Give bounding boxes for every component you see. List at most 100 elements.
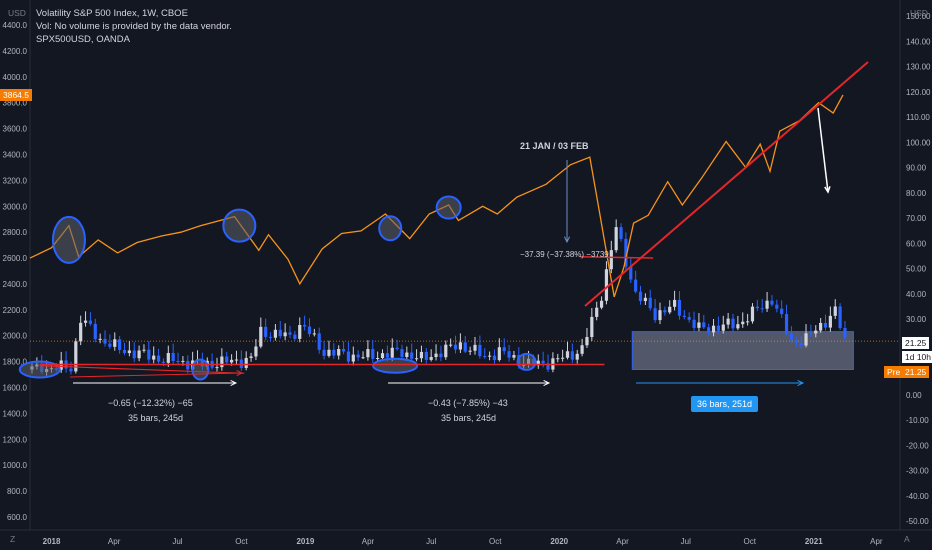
candle-body bbox=[536, 360, 540, 366]
left-axis-tick: 3600.0 bbox=[3, 125, 28, 134]
candle-body bbox=[424, 351, 428, 360]
bar-countdown-tag: 1d 10h bbox=[902, 351, 932, 363]
drop-measure-label: −37.39 (−37.38%) −3739 bbox=[520, 250, 609, 259]
candle-body bbox=[341, 349, 346, 352]
vix-candles bbox=[30, 219, 847, 376]
right-axis-tick: 60.00 bbox=[906, 239, 927, 248]
candle-body bbox=[658, 310, 662, 321]
x-axis-tick: Jul bbox=[172, 537, 182, 546]
candle-body bbox=[79, 322, 83, 342]
right-axis-auto-toggle[interactable]: A bbox=[904, 534, 910, 544]
x-axis-tick: Jul bbox=[426, 537, 436, 546]
candle-body bbox=[103, 338, 107, 344]
vix-price-tag: 21.25 bbox=[902, 337, 930, 349]
right-axis-unit: USD bbox=[910, 8, 928, 18]
candle-body bbox=[565, 351, 570, 358]
candle-body bbox=[541, 360, 545, 364]
highlight-ellipse bbox=[378, 215, 403, 242]
candle-body bbox=[736, 324, 740, 329]
left-axis-tick: 2000.0 bbox=[3, 332, 28, 341]
legend-overlay[interactable]: SPX500USD, OANDA bbox=[36, 34, 130, 45]
candle-body bbox=[765, 300, 769, 309]
candle-body bbox=[434, 353, 438, 358]
chart-legend: Volatility S&P 500 Index, 1W, CBOE Vol: … bbox=[36, 7, 232, 46]
candle-body bbox=[629, 266, 633, 280]
left-axis-scale-toggle[interactable]: Z bbox=[10, 534, 16, 544]
candle-body bbox=[293, 334, 297, 339]
candle-body bbox=[707, 327, 711, 333]
candle-body bbox=[93, 323, 97, 340]
candle-body bbox=[570, 351, 574, 360]
candle-body bbox=[132, 350, 136, 359]
candle-body bbox=[346, 351, 351, 362]
candle-body bbox=[750, 306, 755, 322]
right-axis-tick: -50.00 bbox=[906, 517, 929, 526]
left-axis-tick: 3200.0 bbox=[3, 176, 28, 185]
x-axis-tick: Apr bbox=[870, 537, 883, 546]
candle-body bbox=[127, 350, 131, 354]
candle-body bbox=[716, 325, 721, 331]
left-axis-tick: 4400.0 bbox=[3, 21, 28, 30]
candle-body bbox=[755, 306, 759, 309]
highlight-ellipse bbox=[516, 352, 537, 371]
right-axis-tick: 80.00 bbox=[906, 189, 927, 198]
right-axis-tick: 50.00 bbox=[906, 265, 927, 274]
candle-body bbox=[711, 325, 716, 333]
candle-body bbox=[488, 355, 492, 357]
candle-body bbox=[614, 227, 618, 251]
candle-body bbox=[653, 308, 657, 321]
candle-body bbox=[556, 358, 560, 360]
left-axis-tick: 1200.0 bbox=[3, 435, 28, 444]
legend-title[interactable]: Volatility S&P 500 Index, 1W, CBOE bbox=[36, 8, 188, 19]
candle-body bbox=[843, 327, 847, 338]
candle-body bbox=[624, 238, 628, 267]
premarket-value-tag: 21.25 bbox=[902, 366, 930, 378]
right-axis-tick: 150.00 bbox=[906, 12, 931, 21]
candle-body bbox=[278, 329, 282, 337]
left-axis-tick: 800.0 bbox=[7, 487, 28, 496]
left-axis-tick: 4000.0 bbox=[3, 73, 28, 82]
spx-layer bbox=[29, 94, 844, 298]
right-axis-tick: 40.00 bbox=[906, 290, 927, 299]
candle-body bbox=[298, 324, 302, 339]
candle-body bbox=[580, 345, 584, 354]
candle-body bbox=[784, 314, 789, 334]
drawings bbox=[18, 61, 869, 387]
right-axis-tick: -10.00 bbox=[906, 416, 929, 425]
candle-body bbox=[351, 354, 355, 362]
x-axis-tick: Oct bbox=[489, 537, 502, 546]
right-axis-tick: 100.00 bbox=[906, 138, 931, 147]
candle-body bbox=[273, 329, 278, 338]
candle-body bbox=[122, 349, 127, 354]
candle-body bbox=[804, 333, 808, 346]
highlight-ellipse bbox=[222, 208, 257, 243]
right-axis-tick: -30.00 bbox=[906, 467, 929, 476]
x-axis-tick: Apr bbox=[616, 537, 629, 546]
candle-body bbox=[502, 347, 506, 352]
candle-body bbox=[507, 351, 511, 358]
left-axis-tick: 600.0 bbox=[7, 513, 28, 522]
candle-body bbox=[161, 361, 166, 363]
candle-body bbox=[697, 322, 701, 328]
candle-body bbox=[458, 342, 462, 350]
candle-body bbox=[838, 306, 842, 328]
candle-body bbox=[147, 349, 151, 360]
left-axis-tick: 2400.0 bbox=[3, 280, 28, 289]
candle-body bbox=[156, 355, 161, 362]
candle-body bbox=[259, 326, 263, 347]
left-axis-tick: 3400.0 bbox=[3, 150, 28, 159]
candle-body bbox=[395, 347, 399, 350]
candle-body bbox=[590, 316, 594, 337]
candle-body bbox=[453, 344, 458, 350]
highlight-ellipse bbox=[372, 357, 419, 374]
premarket-label: Pre bbox=[884, 366, 904, 378]
left-axis-unit: USD bbox=[8, 8, 26, 18]
right-axis-tick: 30.00 bbox=[906, 315, 927, 324]
candle-body bbox=[746, 321, 750, 323]
right-axis-tick: 130.00 bbox=[906, 63, 931, 72]
right-axis-tick: -20.00 bbox=[906, 441, 929, 450]
candle-body bbox=[575, 353, 579, 360]
candle-body bbox=[814, 330, 818, 334]
highlight-ellipse bbox=[51, 215, 86, 264]
